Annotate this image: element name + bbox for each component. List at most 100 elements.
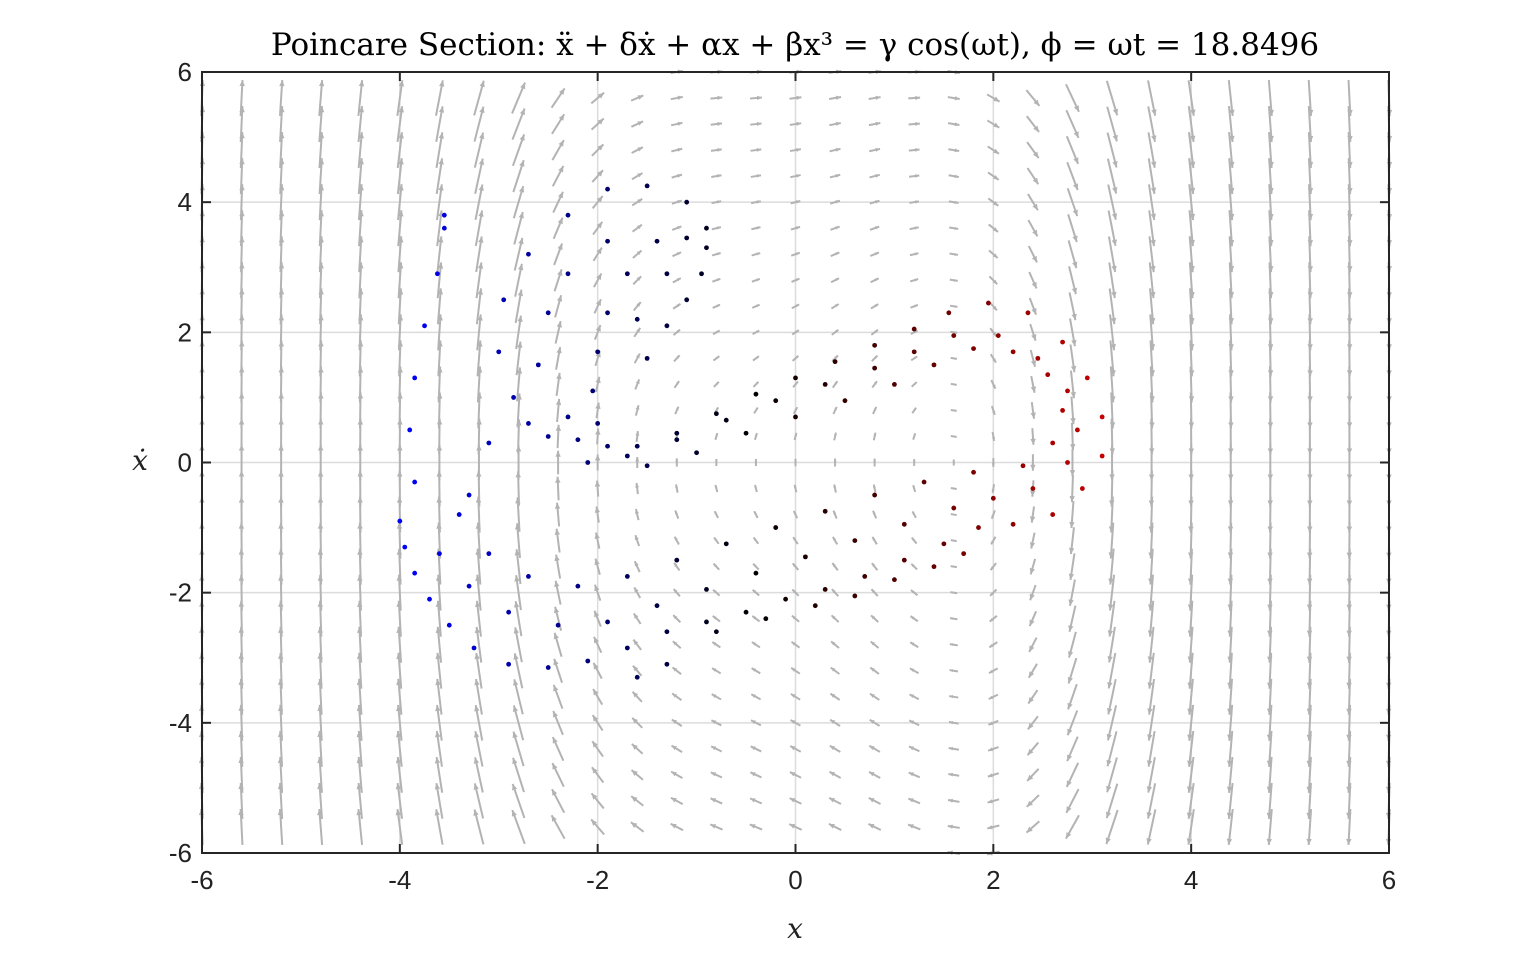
field-arrow — [750, 745, 762, 753]
data-point — [595, 421, 601, 426]
field-arrow — [1267, 80, 1274, 117]
data-point — [842, 398, 848, 404]
field-arrow — [989, 615, 998, 623]
data-point — [976, 525, 981, 530]
field-arrow — [1227, 80, 1235, 117]
data-point — [501, 297, 507, 303]
field-arrow — [594, 454, 601, 471]
field-arrow — [910, 563, 918, 571]
field-arrow — [591, 169, 604, 183]
field-arrow — [1187, 80, 1196, 116]
field-arrow — [868, 121, 881, 127]
field-arrow — [831, 329, 839, 336]
field-arrow — [435, 132, 445, 169]
field-arrow — [631, 223, 643, 233]
field-arrow — [513, 237, 524, 271]
field-arrow — [713, 381, 720, 388]
field-arrow — [473, 757, 484, 793]
field-arrow — [1067, 631, 1077, 658]
field-arrow — [593, 272, 603, 288]
data-point — [654, 603, 660, 609]
field-arrow — [435, 730, 443, 767]
field-arrow — [712, 615, 721, 623]
field-arrow — [1029, 584, 1037, 601]
data-point — [526, 573, 531, 579]
data-point — [723, 541, 729, 547]
data-point — [985, 300, 991, 306]
field-arrow — [514, 289, 524, 324]
field-arrow — [1066, 710, 1079, 736]
field-arrow — [514, 263, 524, 297]
field-arrow — [710, 719, 722, 727]
field-arrow — [752, 381, 760, 388]
field-arrow — [670, 744, 683, 753]
y-tick-label: 6 — [178, 57, 192, 87]
field-arrow — [1108, 548, 1115, 585]
field-arrow — [593, 298, 602, 314]
data-point — [872, 342, 878, 348]
data-point — [466, 583, 472, 589]
data-point — [575, 437, 581, 443]
field-arrow — [1147, 626, 1155, 663]
data-point — [995, 333, 1001, 338]
data-point — [1084, 375, 1090, 381]
data-point — [412, 375, 418, 381]
data-point — [822, 587, 828, 592]
field-arrow — [1106, 705, 1118, 741]
field-arrow — [475, 236, 484, 273]
data-point — [1045, 372, 1051, 378]
series-1 — [407, 183, 1065, 589]
field-arrow — [829, 692, 841, 701]
field-arrow — [1226, 756, 1234, 793]
field-arrow — [909, 278, 919, 283]
field-arrow — [473, 106, 485, 142]
field-arrow — [832, 406, 838, 415]
field-arrow — [632, 612, 642, 625]
field-arrow — [436, 262, 444, 299]
field-arrow — [791, 355, 800, 362]
field-arrow — [1106, 132, 1118, 168]
field-arrow — [1109, 340, 1116, 377]
field-arrow — [634, 534, 641, 547]
field-arrow — [1069, 344, 1077, 373]
field-arrow — [1105, 809, 1119, 845]
data-point — [743, 609, 749, 615]
field-arrow — [907, 797, 921, 805]
data-point — [397, 518, 403, 524]
field-arrow — [511, 82, 526, 114]
data-point — [793, 375, 798, 381]
field-arrow — [871, 354, 879, 362]
field-arrow — [753, 406, 759, 414]
field-arrow — [989, 353, 997, 364]
field-arrow — [671, 147, 683, 153]
field-arrow — [829, 121, 841, 127]
field-arrow — [1027, 689, 1039, 705]
field-arrow — [1068, 292, 1077, 321]
field-arrow — [909, 252, 919, 257]
field-arrow — [357, 80, 365, 117]
field-arrow — [712, 329, 721, 336]
data-point — [624, 573, 630, 579]
field-arrow — [833, 458, 837, 467]
field-arrow — [950, 565, 958, 569]
field-arrow — [1186, 782, 1195, 819]
field-arrow — [590, 818, 605, 836]
data-point — [901, 521, 907, 527]
field-arrow — [752, 355, 760, 362]
field-arrow — [869, 718, 881, 727]
field-arrow — [870, 277, 880, 284]
data-point — [441, 225, 447, 231]
field-arrow — [672, 588, 681, 597]
field-arrow — [473, 809, 485, 845]
field-arrow — [950, 408, 957, 412]
field-arrow — [750, 200, 761, 205]
field-arrow — [754, 484, 758, 493]
field-arrow — [988, 249, 999, 259]
field-arrow — [988, 719, 999, 726]
field-arrow — [475, 288, 484, 325]
field-arrow — [1069, 318, 1077, 347]
field-arrow — [1108, 288, 1117, 325]
field-arrow — [515, 315, 523, 350]
series-2 — [437, 333, 1080, 680]
field-arrow — [674, 510, 680, 519]
